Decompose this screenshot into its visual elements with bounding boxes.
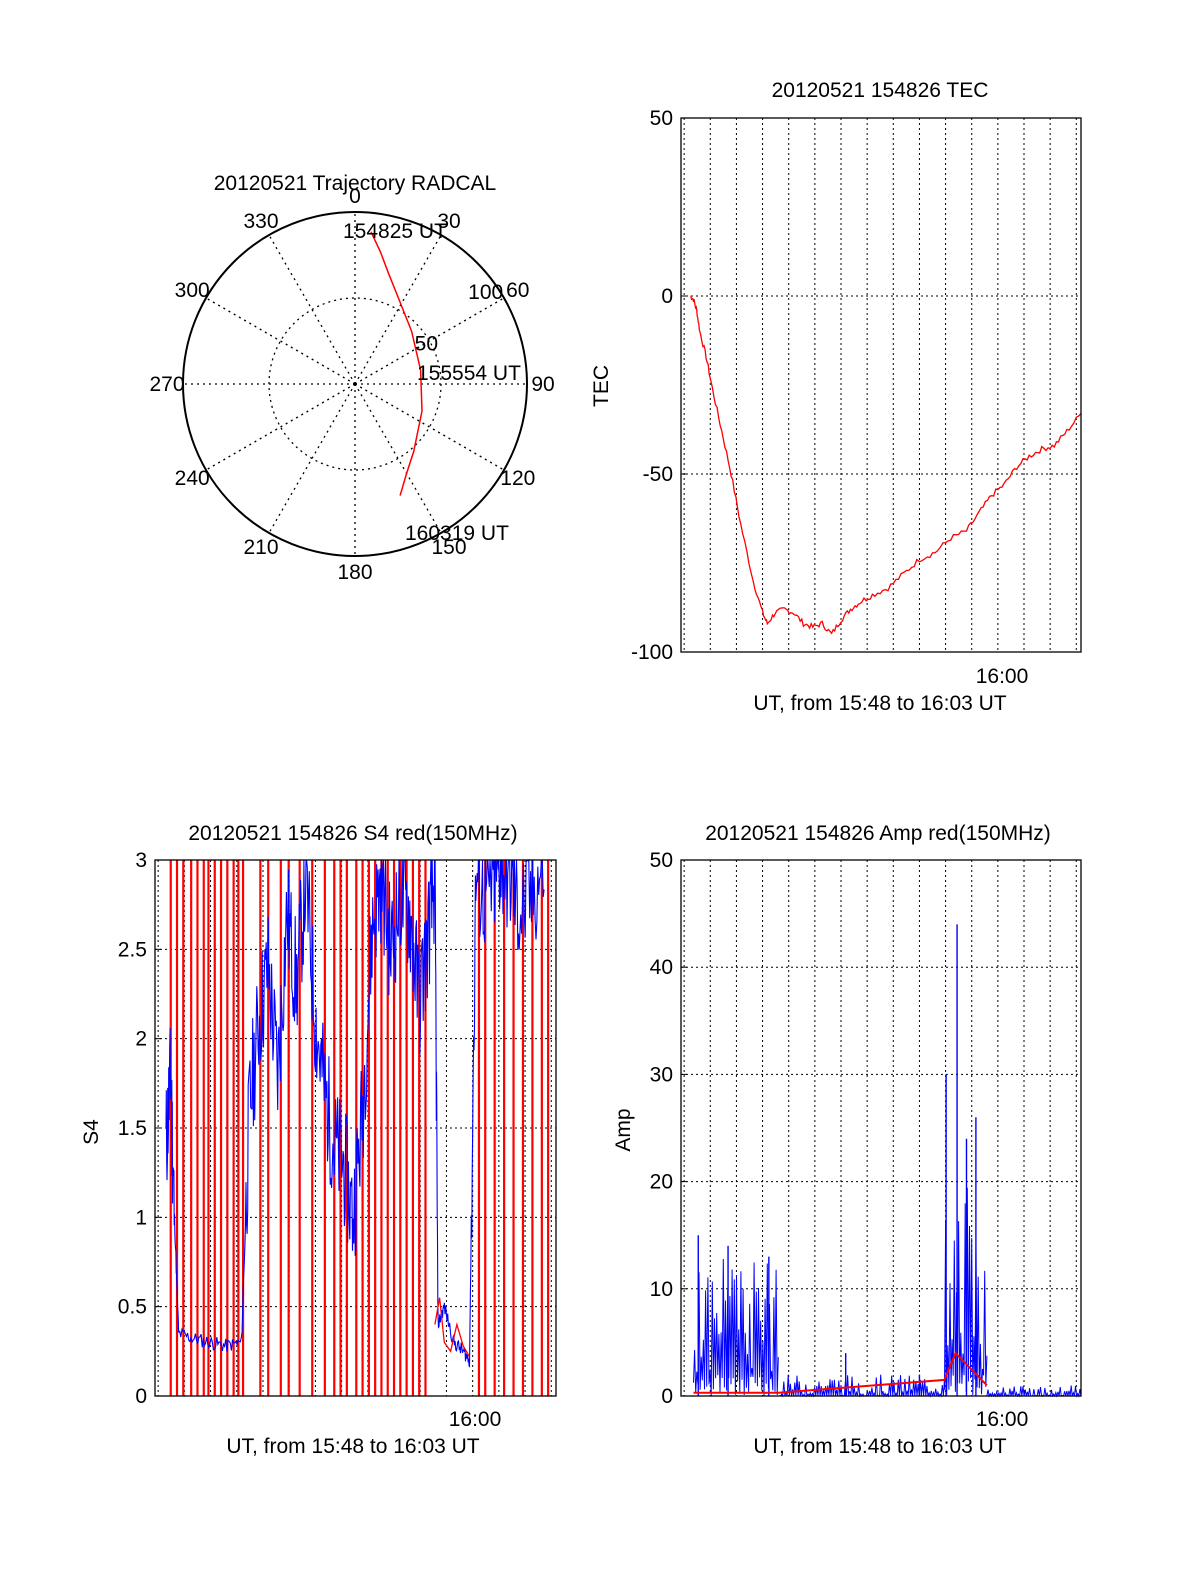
polar-trajectory-panel: 20120521 Trajectory RADCAL 0 30 60 90 120 150…: [149, 172, 554, 584]
polar-angle-label-300: 300: [175, 279, 210, 302]
tec-xtick-1600: 16:00: [976, 665, 1029, 688]
amp-xlabel: UT, from 15:48 to 16:03 UT: [753, 1435, 1006, 1458]
trajectory-end-label: 160319 UT: [405, 522, 509, 545]
polar-radius-label-100: 100: [468, 281, 503, 304]
s4-xtick-1600: 16:00: [449, 1408, 502, 1431]
s4-red-series: [434, 1297, 471, 1358]
s4-frame: [154, 859, 557, 1397]
amp-ytick-4: 10: [650, 1278, 673, 1301]
tec-ytick-2: -50: [643, 463, 673, 486]
polar-angle-label-180: 180: [337, 561, 372, 584]
s4-ytick-5: 0.5: [118, 1296, 147, 1319]
polar-angle-label-0: 0: [349, 185, 361, 208]
polar-angle-label-30: 30: [437, 210, 460, 233]
amp-panel: 20120521 154826 Amp red(150MHz) UT, from…: [612, 822, 1082, 1458]
tec-title: 20120521 154826 TEC: [772, 79, 989, 102]
trajectory-start-label: 154825 UT: [343, 220, 447, 243]
polar-radius-label-50: 50: [415, 332, 438, 355]
s4-blue-series: [165, 858, 545, 1368]
s4-title: 20120521 154826 S4 red(150MHz): [188, 822, 517, 845]
polar-trajectory: [370, 231, 423, 496]
polar-spoke-120: [354, 383, 505, 471]
polar-angle-label-240: 240: [175, 467, 210, 490]
tec-ytick-1: 0: [661, 285, 673, 308]
s4-ytick-0: 3: [135, 849, 147, 872]
amp-blue-band-3: [986, 1385, 1082, 1398]
polar-trajectory-line: [370, 231, 423, 496]
tec-xlabel: UT, from 15:48 to 16:03 UT: [753, 692, 1006, 715]
amp-blue-band-1: [778, 1374, 945, 1398]
s4-plot-area: 3 2.5 2 1.5 1 0.5 0: [118, 849, 557, 1408]
s4-ytick-3: 1.5: [118, 1117, 147, 1140]
polar-spoke-300: [205, 297, 356, 385]
s4-ylabel: S4: [80, 1119, 103, 1145]
s4-xlabel: UT, from 15:48 to 16:03 UT: [226, 1435, 479, 1458]
tec-frame: [680, 117, 1082, 653]
amp-red-series: [693, 1351, 988, 1394]
amp-ytick-5: 0: [661, 1385, 673, 1408]
amp-ylabel: Amp: [612, 1108, 635, 1151]
trajectory-mid-label: 155554 UT: [417, 362, 521, 385]
tec-ytick-0: 50: [650, 107, 673, 130]
polar-spoke-330: [268, 234, 356, 385]
polar-angle-label-90: 90: [531, 373, 554, 396]
polar-angle-label-270: 270: [149, 373, 184, 396]
tec-ylabel: TEC: [590, 365, 613, 407]
polar-angle-label-120: 120: [500, 467, 535, 490]
polar-angle-labels: 0 30 60 90 120 150 180 210 240 270 300 330 50 100: [149, 185, 554, 584]
amp-ytick-0: 50: [650, 849, 673, 872]
amp-title: 20120521 154826 Amp red(150MHz): [705, 822, 1051, 845]
s4-ytick-6: 0: [135, 1385, 147, 1408]
tec-plot-area: 50 0 -50 -100: [631, 107, 1082, 664]
amp-ytick-2: 30: [650, 1063, 673, 1086]
polar-title: 20120521 Trajectory RADCAL: [214, 172, 497, 195]
amp-blue-band-0: [693, 1258, 779, 1396]
polar-spoke-30: [354, 234, 442, 385]
polar-angle-label-330: 330: [243, 210, 278, 233]
polar-grid: [182, 211, 528, 557]
polar-spoke-240: [205, 383, 356, 471]
s4-ytick-2: 2: [135, 1028, 147, 1051]
amp-xtick-1600: 16:00: [976, 1408, 1029, 1431]
amp-plot-area: 50 40 30 20 10 0: [650, 849, 1082, 1408]
s4-ytick-1: 2.5: [118, 938, 147, 961]
tec-panel: 20120521 154826 TEC UT, from 15:48 to 16…: [590, 79, 1082, 715]
tec-ytick-3: -100: [631, 641, 673, 664]
amp-ytick-1: 40: [650, 956, 673, 979]
polar-spoke-150: [354, 383, 442, 534]
amp-ytick-3: 20: [650, 1171, 673, 1194]
s4-ytick-4: 1: [135, 1206, 147, 1229]
s4-panel: 20120521 154826 S4 red(150MHz) UT, from …: [80, 822, 557, 1458]
amp-frame: [680, 859, 1082, 1397]
polar-outer-circle: [182, 211, 528, 557]
polar-spoke-60: [354, 297, 505, 385]
polar-angle-label-210: 210: [243, 536, 278, 559]
tec-series-line: [690, 295, 1082, 635]
polar-angle-label-150: 150: [431, 536, 466, 559]
polar-angle-label-60: 60: [506, 279, 529, 302]
polar-spoke-210: [268, 383, 356, 534]
